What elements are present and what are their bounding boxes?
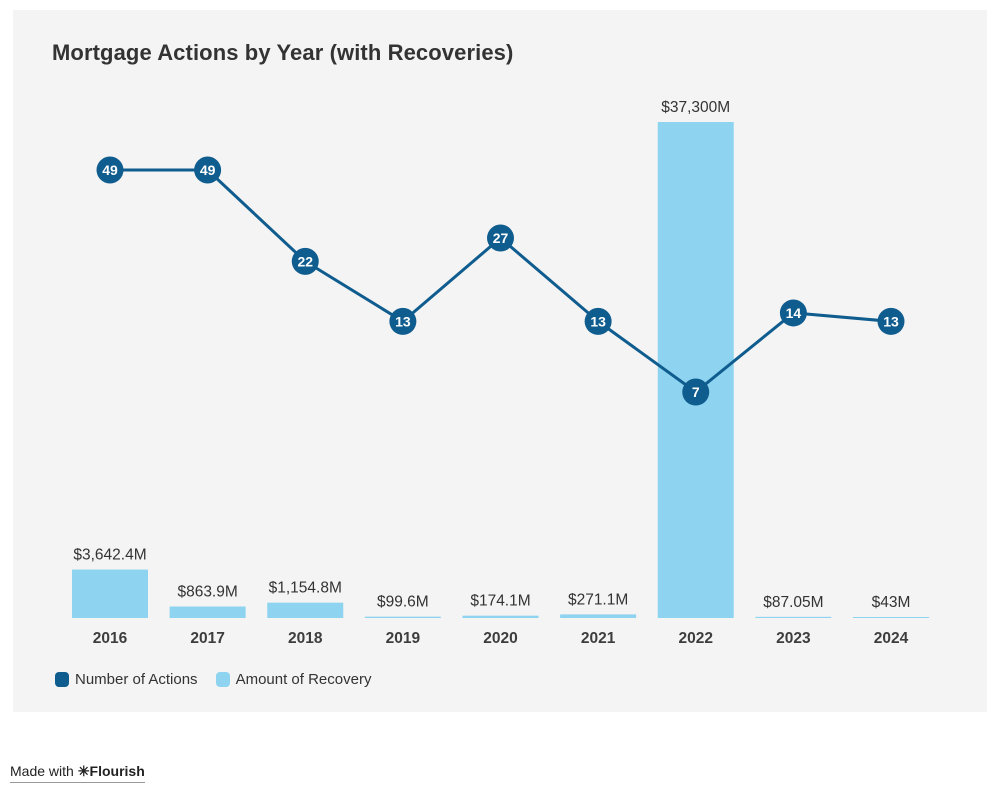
bar-2024[interactable] [853, 617, 929, 618]
credit-brand: Flourish [89, 763, 145, 779]
legend-item-amount-of-recovery[interactable]: Amount of Recovery [215, 671, 372, 688]
line-marker-label-2024: 13 [883, 313, 899, 329]
flourish-logo-icon: ✳ [77, 763, 90, 779]
bar-2016[interactable] [72, 569, 148, 618]
legend-swatch-actions-icon [55, 672, 69, 687]
bar-value-label-2021: $271.1M [568, 591, 628, 608]
bar-2017[interactable] [169, 606, 246, 618]
legend-label-recovery: Amount of Recovery [235, 671, 372, 688]
x-axis-label-2022: 2022 [679, 630, 713, 647]
legend-item-number-of-actions[interactable]: Number of Actions [55, 671, 198, 688]
x-axis-label-2019: 2019 [386, 630, 421, 647]
line-marker-label-2019: 13 [395, 313, 411, 329]
line-marker-2021[interactable] [584, 307, 612, 335]
bar-value-label-2019: $99.6M [377, 594, 429, 611]
x-axis-label-2020: 2020 [483, 630, 517, 647]
actions-line [110, 168, 892, 394]
line-marker-label-2016: 49 [102, 162, 118, 178]
line-marker-2023[interactable] [779, 299, 807, 327]
x-axis-label-2021: 2021 [581, 630, 616, 647]
line-marker-2019[interactable] [389, 307, 417, 335]
x-axis-label-2023: 2023 [776, 630, 811, 647]
legend: Number of Actions Amount of Recovery [55, 671, 371, 688]
line-marker-label-2018: 22 [297, 253, 313, 269]
line-marker-2022[interactable] [682, 378, 710, 406]
bar-2023[interactable] [755, 616, 832, 618]
bar-value-label-2023: $87.05M [763, 594, 823, 611]
bar-2019[interactable] [364, 616, 441, 618]
line-marker-2017[interactable] [194, 156, 222, 184]
bar-value-label-2016: $3,642.4M [73, 547, 146, 564]
x-axis-label-2017: 2017 [190, 630, 224, 647]
bar-2020[interactable] [462, 615, 539, 618]
bar-2018[interactable] [267, 602, 344, 618]
line-marker-label-2022: 7 [692, 384, 700, 400]
x-axis-label-2024: 2024 [874, 630, 909, 647]
line-marker-label-2017: 49 [200, 162, 216, 178]
flourish-credit-link[interactable]: Made with ✳Flourish [10, 763, 145, 783]
chart-title: Mortgage Actions by Year (with Recoverie… [52, 40, 514, 65]
bar-value-label-2017: $863.9M [177, 584, 237, 601]
x-axis-label-2018: 2018 [288, 630, 323, 647]
line-marker-label-2020: 27 [493, 230, 509, 246]
x-axis-label-2016: 2016 [93, 630, 128, 647]
line-marker-2020[interactable] [487, 224, 514, 252]
bar-value-label-2018: $1,154.8M [269, 580, 342, 597]
line-marker-2016[interactable] [96, 156, 124, 184]
bar-value-label-2020: $174.1M [470, 593, 530, 610]
bar-2021[interactable] [560, 614, 637, 618]
bar-value-label-2024: $43M [872, 594, 911, 611]
line-marker-label-2023: 14 [786, 305, 802, 321]
bar-value-label-2022: $37,300M [661, 99, 730, 116]
line-marker-label-2021: 13 [590, 313, 606, 329]
line-marker-2024[interactable] [877, 307, 905, 335]
legend-label-actions: Number of Actions [75, 671, 198, 688]
chart-card [13, 10, 987, 712]
legend-swatch-recovery-icon [215, 672, 230, 687]
line-marker-2018[interactable] [291, 247, 319, 275]
credit-prefix: Made with [10, 763, 74, 779]
